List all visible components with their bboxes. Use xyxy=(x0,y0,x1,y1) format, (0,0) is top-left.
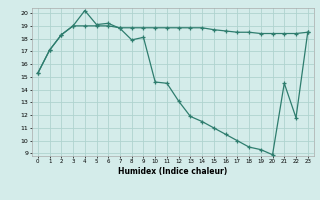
X-axis label: Humidex (Indice chaleur): Humidex (Indice chaleur) xyxy=(118,167,228,176)
